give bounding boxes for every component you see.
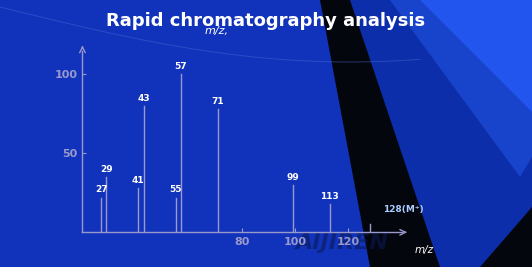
Text: 27: 27 (95, 185, 107, 194)
Text: 55: 55 (169, 185, 182, 194)
Text: Rapid chromatography analysis: Rapid chromatography analysis (106, 12, 426, 30)
Polygon shape (350, 0, 532, 267)
Text: 71: 71 (212, 97, 225, 106)
Text: 113: 113 (320, 192, 339, 201)
Text: 29: 29 (100, 165, 113, 174)
Text: 41: 41 (132, 176, 145, 185)
Text: AIJIREN: AIJIREN (295, 233, 388, 253)
Polygon shape (420, 0, 532, 112)
Text: 57: 57 (174, 62, 187, 71)
Text: 128(M⁺): 128(M⁺) (383, 205, 423, 214)
Text: 99: 99 (286, 173, 299, 182)
Text: m/z,: m/z, (204, 26, 229, 36)
Polygon shape (390, 0, 532, 177)
Polygon shape (320, 0, 532, 267)
Text: m/z: m/z (414, 245, 434, 255)
Text: 43: 43 (137, 94, 150, 103)
